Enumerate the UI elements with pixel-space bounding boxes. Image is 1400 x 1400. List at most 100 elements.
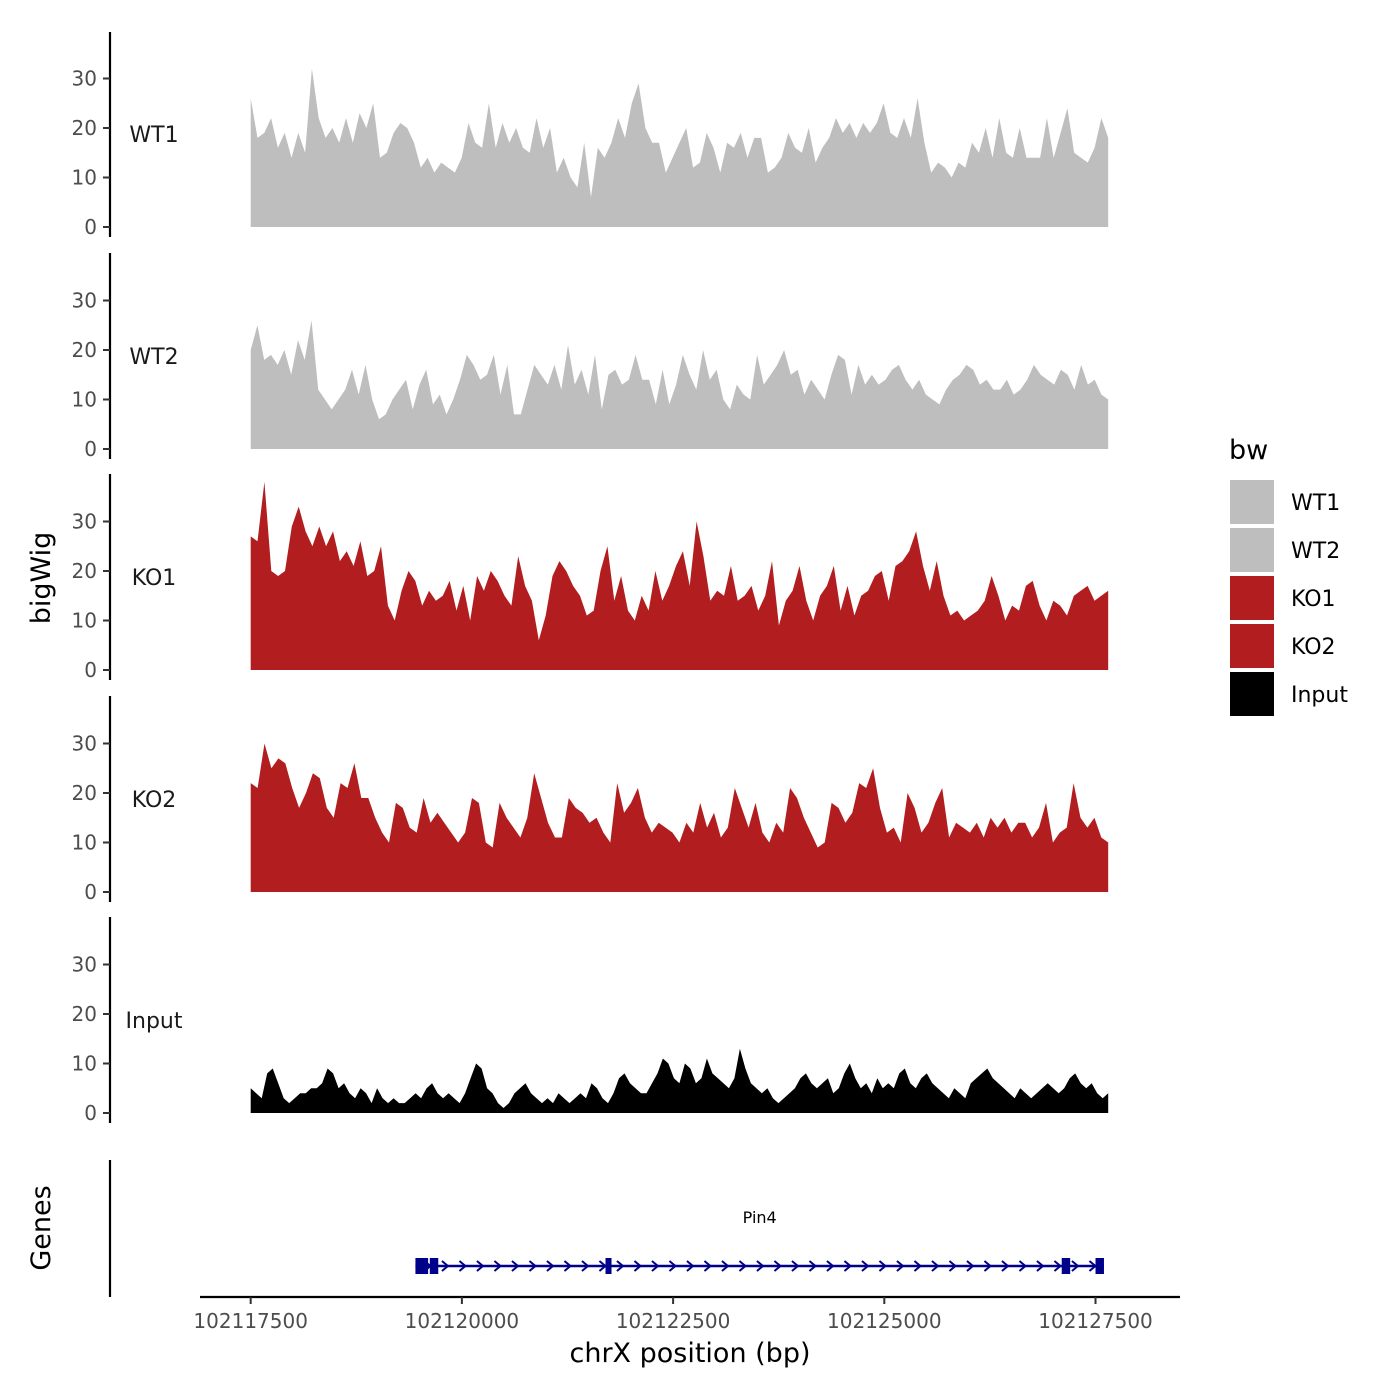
strand-arrow (581, 1260, 590, 1272)
legend-item-ko2: KO2 (1230, 624, 1336, 668)
legend-item-input: Input (1230, 672, 1348, 716)
y-tick-label: 10 (72, 388, 97, 412)
y-tick-label: 0 (84, 215, 97, 239)
strand-arrow (913, 1260, 922, 1272)
x-tick-label: 102122500 (616, 1309, 731, 1333)
track-label-ko2: KO2 (132, 788, 177, 813)
x-tick-label: 102117500 (193, 1309, 308, 1333)
strand-arrow (773, 1260, 782, 1272)
y-tick-label: 30 (72, 510, 97, 534)
x-axis-title: chrX position (bp) (569, 1338, 810, 1369)
strand-arrow (843, 1260, 852, 1272)
y-tick-label: 10 (72, 831, 97, 855)
genes-layer: Pin4 (108, 1160, 1104, 1297)
strand-arrow (476, 1260, 485, 1272)
exon (429, 1258, 439, 1274)
strand-arrow (966, 1260, 975, 1272)
legend-item-ko1: KO1 (1230, 576, 1336, 620)
legend-label: Input (1291, 683, 1348, 708)
x-tick-label: 102120000 (405, 1309, 520, 1333)
legend-label: KO1 (1291, 587, 1336, 612)
track-label-wt2: WT2 (129, 345, 178, 370)
strand-arrow (1018, 1260, 1027, 1272)
y-tick-label: 30 (72, 289, 97, 313)
exon (1095, 1258, 1104, 1274)
track-area-wt1 (250, 68, 1109, 227)
y-tick-label: 20 (72, 338, 97, 362)
legend-title: bw (1229, 435, 1268, 466)
legend-swatch (1230, 576, 1274, 620)
genes-panel-title: Genes (26, 1185, 57, 1270)
strand-arrow (651, 1260, 660, 1272)
strand-arrow (598, 1260, 607, 1272)
track-panel-wt1: 0 10 20 30 WT1 (72, 32, 1109, 239)
strand-arrow (563, 1260, 572, 1272)
strand-arrow (896, 1260, 905, 1272)
y-tick-label: 0 (84, 880, 97, 904)
y-axis-title: bigWig (26, 532, 57, 625)
gene-pin4: Pin4 (415, 1208, 1104, 1274)
track-area-ko1 (250, 481, 1109, 670)
strand-arrow (878, 1260, 887, 1272)
strand-arrow (1071, 1260, 1080, 1272)
y-tick-label: 10 (72, 1052, 97, 1076)
strand-arrow (861, 1260, 870, 1272)
y-tick-label: 20 (72, 116, 97, 140)
y-tick-label: 30 (72, 67, 97, 91)
y-tick-label: 0 (84, 437, 97, 461)
legend-swatch (1230, 624, 1274, 668)
strand-arrow (826, 1260, 835, 1272)
strand-arrow (458, 1260, 467, 1272)
legend-item-wt2: WT2 (1230, 528, 1340, 572)
track-area-wt2 (250, 320, 1109, 449)
strand-arrow (441, 1260, 450, 1272)
track-area-ko2 (250, 743, 1109, 892)
y-tick-label: 10 (72, 609, 97, 633)
strand-arrow (616, 1260, 625, 1272)
exon (1061, 1258, 1071, 1274)
strand-arrow (633, 1260, 642, 1272)
x-tick-label: 102125000 (827, 1309, 942, 1333)
exon (605, 1258, 612, 1274)
legend-label: WT1 (1291, 491, 1340, 516)
legend-label: WT2 (1291, 539, 1340, 564)
y-tick-label: 20 (72, 559, 97, 583)
strand-arrow (1088, 1260, 1097, 1272)
y-tick-label: 20 (72, 1002, 97, 1026)
strand-arrow (983, 1260, 992, 1272)
strand-arrow (756, 1260, 765, 1272)
gene-label: Pin4 (743, 1208, 777, 1227)
track-panel-ko2: 0 10 20 30 KO2 (72, 696, 1109, 904)
track-panel-ko1: 0 10 20 30 KO1 (72, 474, 1109, 682)
strand-arrow (931, 1260, 940, 1272)
x-axis: 102117500 102120000 102122500 102125000 1021… (193, 1295, 1180, 1333)
y-tick-label: 30 (72, 953, 97, 977)
strand-arrow (703, 1260, 712, 1272)
strand-arrow (546, 1260, 555, 1272)
x-tick-label: 102127500 (1038, 1309, 1153, 1333)
strand-arrow (493, 1260, 502, 1272)
strand-arrow (721, 1260, 730, 1272)
strand-arrow (686, 1260, 695, 1272)
y-tick-label: 30 (72, 732, 97, 756)
track-label-ko1: KO1 (132, 566, 177, 591)
y-tick-label: 10 (72, 166, 97, 190)
track-label-wt1: WT1 (129, 123, 178, 148)
track-panel-input: 0 10 20 30 Input (72, 917, 1109, 1125)
strand-arrow (511, 1260, 520, 1272)
legend-item-wt1: WT1 (1230, 480, 1340, 524)
exon (415, 1258, 429, 1274)
strand-arrow (948, 1260, 957, 1272)
y-tick-label: 20 (72, 781, 97, 805)
strand-arrow (808, 1260, 817, 1272)
legend: bw WT1 WT2 KO1 KO2 Input (1229, 435, 1348, 716)
strand-arrow (791, 1260, 800, 1272)
track-panel-wt2: 0 10 20 30 WT2 (72, 253, 1109, 461)
legend-swatch (1230, 672, 1274, 716)
strand-arrow (1036, 1260, 1045, 1272)
y-tick-label: 0 (84, 1101, 97, 1125)
legend-label: KO2 (1291, 635, 1336, 660)
track-label-input: Input (126, 1009, 183, 1034)
strand-arrow (668, 1260, 677, 1272)
